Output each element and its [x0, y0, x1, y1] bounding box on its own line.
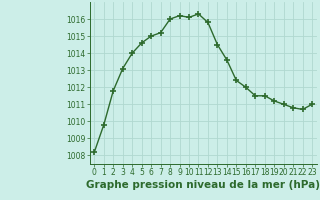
X-axis label: Graphe pression niveau de la mer (hPa): Graphe pression niveau de la mer (hPa) — [86, 180, 320, 190]
